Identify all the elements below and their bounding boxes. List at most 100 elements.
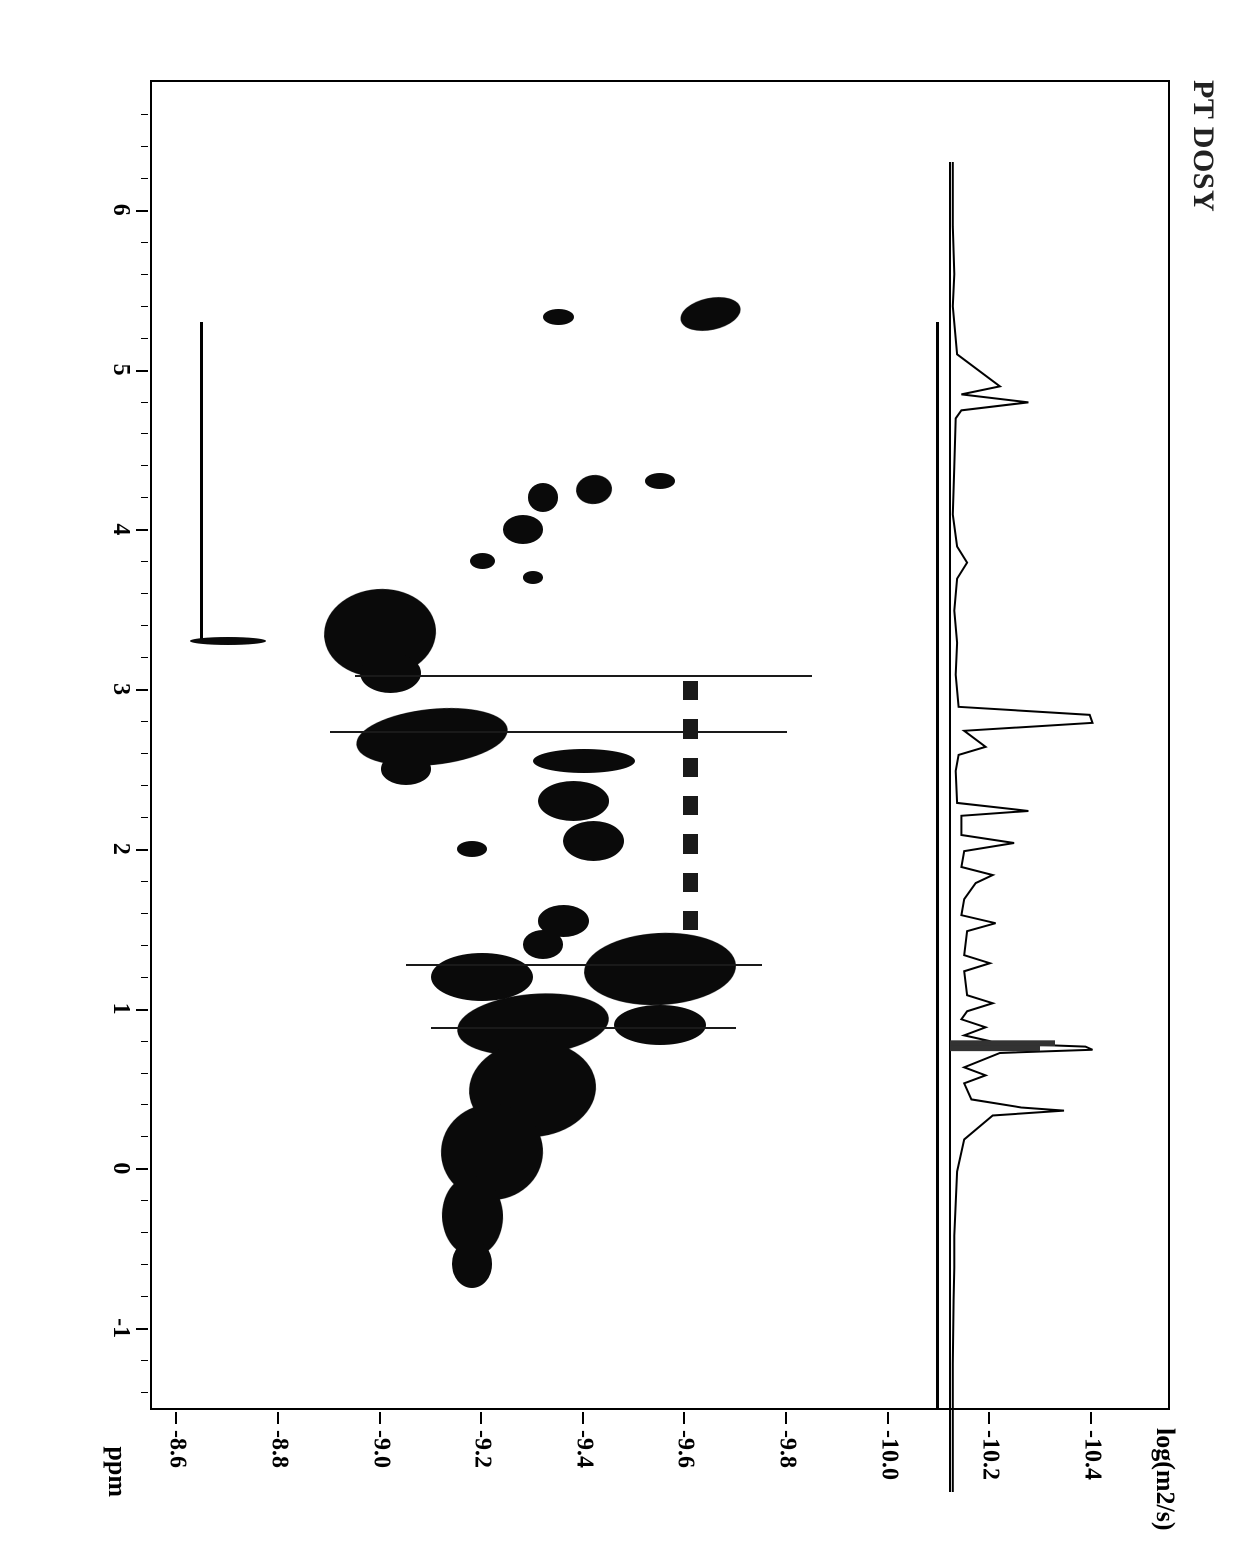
x-tick-label: 4 [107, 523, 134, 535]
y-tick [582, 1412, 584, 1424]
contour-blob [503, 515, 544, 544]
x-minor-tick [141, 1104, 148, 1105]
projection-overlay-bar [950, 1045, 1040, 1051]
contour-blob [582, 929, 738, 1009]
x-minor-tick [141, 721, 148, 722]
dosy-2d-plot [150, 80, 1170, 1410]
x-minor-tick [141, 689, 148, 690]
contour-dash [683, 911, 697, 930]
contour-blob [523, 571, 543, 584]
x-minor-tick [141, 370, 148, 371]
x-minor-tick [141, 338, 148, 339]
x-minor-tick [141, 561, 148, 562]
y-tick [175, 1412, 177, 1424]
x-minor-tick [141, 977, 148, 978]
contour-blob [190, 637, 266, 645]
x-minor-tick [141, 1392, 148, 1393]
x-minor-tick [141, 785, 148, 786]
contour-dash [683, 796, 697, 815]
x-tick-label: 5 [107, 364, 134, 376]
contour-blob [645, 473, 675, 489]
contour-blob [543, 309, 573, 325]
x-axis-ticks: 6 5 4 3 2 1 0 -1 [88, 80, 148, 1410]
x-minor-tick [141, 913, 148, 914]
contour-dash [683, 834, 697, 853]
x-minor-tick [141, 817, 148, 818]
contour-blob [533, 749, 635, 773]
x-minor-tick [141, 1360, 148, 1361]
x-minor-tick [141, 242, 148, 243]
contour-blob [381, 753, 432, 785]
contour-blob [538, 781, 609, 821]
x-minor-tick [141, 1264, 148, 1265]
contour-blob [528, 483, 558, 512]
y-tick [1090, 1412, 1092, 1424]
projection-1d-spectrum [948, 162, 1098, 1492]
x-minor-tick [141, 1200, 148, 1201]
contour-dash [683, 758, 697, 777]
x-axis-label: ppm [102, 1446, 132, 1497]
x-minor-tick [141, 306, 148, 307]
contour-blob [523, 930, 564, 959]
x-minor-tick [141, 753, 148, 754]
contour-blob [470, 553, 495, 569]
y-tick-label: -10.0 [875, 1430, 902, 1480]
x-tick-label: 2 [107, 843, 134, 855]
x-minor-tick [141, 1073, 148, 1074]
x-minor-tick [141, 881, 148, 882]
contour-blob [564, 821, 625, 861]
y-tick [785, 1412, 787, 1424]
x-minor-tick [141, 433, 148, 434]
x-tick-label: 6 [107, 204, 134, 216]
x-tick-label: 1 [107, 1003, 134, 1015]
x-minor-tick [141, 1328, 148, 1329]
x-tick-label: 3 [107, 683, 134, 695]
projection-trace [953, 162, 1093, 1492]
x-minor-tick [141, 529, 148, 530]
x-minor-tick [141, 1296, 148, 1297]
x-tick-label: -1 [107, 1318, 134, 1338]
contour-dash [683, 873, 697, 892]
contour-blob [575, 473, 613, 505]
y-tick [988, 1412, 990, 1424]
y-tick-label: -10.2 [977, 1430, 1004, 1480]
y-tick [480, 1412, 482, 1424]
projection-svg [948, 162, 1098, 1492]
x-minor-tick [141, 657, 148, 658]
guide-line [936, 322, 939, 1408]
x-minor-tick [141, 274, 148, 275]
x-minor-tick [141, 497, 148, 498]
x-minor-tick [141, 1136, 148, 1137]
contour-streak [406, 964, 762, 966]
y-axis-ticks: -10.4-10.2-10.0-9.8-9.6-9.4-9.2-9.0-8.8-… [150, 1412, 1170, 1492]
contour-streak [330, 731, 787, 733]
contour-blob [452, 1240, 493, 1288]
guide-line [200, 322, 203, 642]
y-tick-label: -8.8 [266, 1430, 293, 1468]
y-tick-label: -9.6 [672, 1430, 699, 1468]
y-tick [379, 1412, 381, 1424]
x-minor-tick [141, 945, 148, 946]
contour-blob [431, 953, 533, 1001]
x-minor-tick [141, 146, 148, 147]
x-minor-tick [141, 1009, 148, 1010]
y-tick [683, 1412, 685, 1424]
contour-dash [683, 681, 697, 700]
x-minor-tick [141, 849, 148, 850]
x-minor-tick [141, 593, 148, 594]
y-tick-label: -9.4 [570, 1430, 597, 1468]
contour-blob [360, 653, 421, 693]
contour-blob [614, 1005, 705, 1045]
figure-title: PT DOSY [1186, 80, 1220, 212]
x-minor-tick [141, 210, 148, 211]
x-minor-tick [141, 1168, 148, 1169]
x-tick-label: 0 [107, 1162, 134, 1174]
y-tick-label: -10.4 [1078, 1430, 1105, 1480]
dosy-spectrum-figure: { "title": "PT DOSY", "x_axis": { "label… [0, 0, 1240, 1567]
contour-blob [353, 701, 510, 773]
contour-streak [431, 1027, 736, 1029]
y-tick-label: -9.0 [367, 1430, 394, 1468]
y-tick-label: -9.2 [469, 1430, 496, 1468]
contour-streak [355, 675, 812, 677]
x-minor-tick [141, 178, 148, 179]
